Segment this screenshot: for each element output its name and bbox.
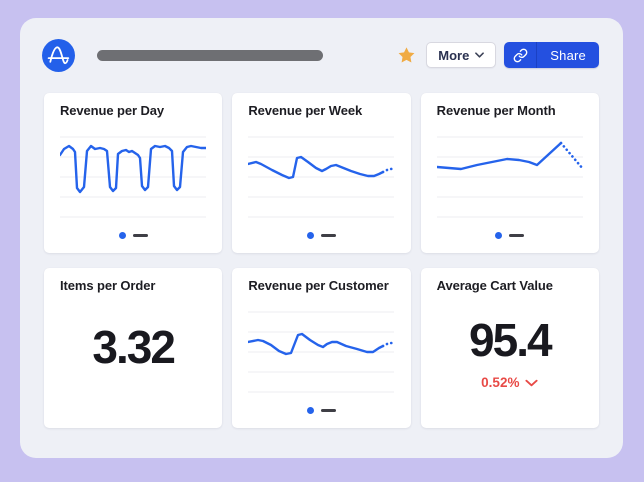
metric-value: 95.4: [469, 314, 553, 366]
dashboard-title-placeholder: [97, 49, 323, 61]
star-icon: [398, 46, 415, 62]
share-button-label: Share: [550, 47, 586, 63]
revenue-per-month-chart: [436, 135, 583, 219]
series-dot-icon: [118, 232, 126, 239]
metric-delta-value: 0.52%: [481, 375, 520, 390]
chart-legend: [437, 232, 583, 241]
series-dash-icon: [320, 234, 336, 237]
chevron-down-icon: [475, 52, 485, 58]
metric-value-area: 3.32: [60, 293, 206, 416]
chevron-down-icon: [525, 379, 538, 386]
card-title: Revenue per Month: [436, 103, 556, 118]
cards-grid: Revenue per Day Revenue per Week Revenue…: [44, 93, 599, 428]
link-icon: [513, 48, 528, 62]
card-items-per-order[interactable]: Items per Order 3.32: [44, 268, 223, 428]
card-revenue-per-day[interactable]: Revenue per Day: [44, 93, 223, 253]
metric-value: 3.32: [92, 320, 176, 373]
series-dot-icon: [306, 407, 314, 414]
copy-link-button[interactable]: [504, 42, 538, 68]
more-button-label: More: [438, 47, 470, 63]
revenue-per-day-chart: [60, 135, 206, 219]
card-title: Revenue per Week: [248, 103, 363, 118]
series-dash-icon: [320, 409, 336, 412]
favorite-star-button[interactable]: [395, 44, 418, 67]
revenue-per-customer-chart: [248, 310, 395, 394]
amplitude-logo: [42, 38, 75, 72]
card-revenue-per-week[interactable]: Revenue per Week: [232, 93, 411, 253]
card-average-cart-value[interactable]: Average Cart Value 95.4 0.52%: [420, 268, 599, 428]
card-title: Revenue per Customer: [248, 278, 389, 293]
series-dot-icon: [495, 232, 503, 239]
chart-legend: [248, 232, 394, 241]
chart-legend: [60, 232, 206, 241]
dashboard-panel: More Share Revenue per Day: [20, 18, 623, 458]
series-dash-icon: [132, 234, 148, 237]
card-revenue-per-month[interactable]: Revenue per Month: [420, 93, 599, 253]
card-title: Average Cart Value: [436, 278, 553, 293]
share-button[interactable]: Share: [537, 42, 599, 68]
series-dot-icon: [306, 232, 314, 239]
metric-value-area: 95.4 0.52%: [437, 293, 583, 416]
metric-delta[interactable]: 0.52%: [481, 375, 538, 390]
more-button[interactable]: More: [426, 42, 497, 68]
card-revenue-per-customer[interactable]: Revenue per Customer: [232, 268, 411, 428]
card-title: Revenue per Day: [60, 103, 164, 118]
series-dash-icon: [509, 234, 525, 237]
chart-legend: [248, 407, 394, 416]
card-title: Items per Order: [60, 278, 156, 293]
amplitude-logo-icon: [42, 38, 75, 72]
share-split-button: Share: [504, 42, 599, 68]
revenue-per-week-chart: [248, 135, 395, 219]
topbar: More Share: [20, 18, 623, 92]
